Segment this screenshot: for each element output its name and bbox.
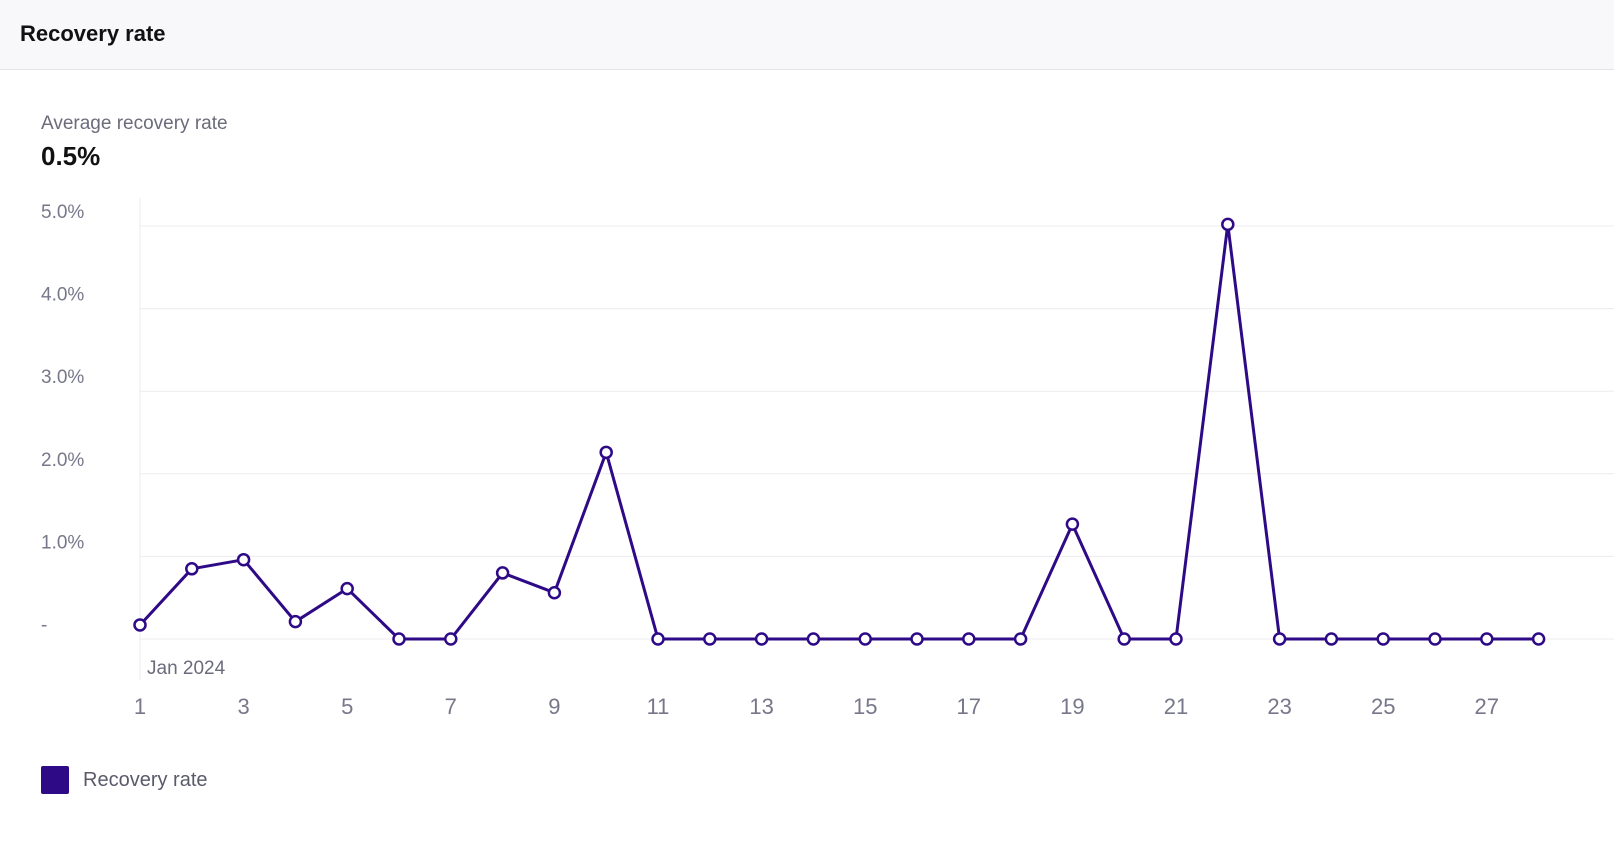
y-tick-label: -: [41, 615, 47, 636]
data-point: [495, 566, 510, 580]
data-point: [1117, 632, 1131, 646]
data-point: [1324, 632, 1339, 646]
x-tick-label: 19: [1060, 694, 1084, 719]
data-point: [1376, 632, 1390, 646]
data-point: [599, 445, 613, 460]
x-tick-label: 5: [341, 694, 353, 719]
x-tick-label: 13: [749, 694, 773, 719]
data-point: [185, 562, 199, 576]
data-point: [1169, 632, 1183, 646]
data-point: [1065, 517, 1080, 531]
period-label: Jan 2024: [147, 658, 226, 679]
legend-swatch: [41, 766, 69, 794]
data-point: [1428, 632, 1442, 646]
data-point: [547, 585, 562, 600]
data-point: [236, 552, 251, 567]
average-recovery-rate-value: 0.5%: [41, 141, 101, 171]
x-tick-label: 17: [957, 694, 981, 719]
x-tick-label: 1: [134, 694, 146, 719]
y-tick-label: 1.0%: [41, 532, 84, 553]
x-tick-label: 15: [853, 694, 877, 719]
chart-legend[interactable]: Recovery rate: [41, 765, 208, 795]
data-point: [858, 632, 872, 646]
series-line: [138, 222, 1539, 641]
x-tick-label: 25: [1371, 694, 1395, 719]
average-recovery-rate-label: Average recovery rate: [41, 113, 228, 134]
data-point: [910, 632, 924, 646]
card-header: Recovery rate: [0, 0, 1614, 70]
x-tick-label: 9: [548, 694, 560, 719]
y-tick-label: 5.0%: [41, 202, 84, 223]
x-tick-label: 21: [1164, 694, 1188, 719]
data-point: [806, 632, 821, 646]
y-tick-label: 3.0%: [41, 367, 84, 388]
y-tick-label: 2.0%: [41, 450, 84, 471]
data-point: [444, 632, 458, 646]
recovery-rate-line-chart: -1.0%2.0%3.0%4.0%5.0%1 3 5 7 9 11 13 15 17 19 21 23…: [41, 198, 1614, 719]
data-point: [1221, 217, 1235, 232]
data-point: [392, 632, 406, 646]
x-tick-label: 3: [237, 694, 249, 719]
x-tick-label: 11: [647, 694, 670, 719]
data-point: [651, 632, 665, 646]
data-point: [1272, 632, 1287, 646]
card-title: Recovery rate: [20, 21, 166, 46]
data-point: [288, 614, 303, 629]
x-tick-label: 23: [1267, 694, 1291, 719]
data-point: [703, 632, 717, 646]
y-tick-label: 4.0%: [41, 285, 84, 306]
x-tick-label: 7: [445, 694, 457, 719]
legend-label: Recovery rate: [83, 768, 208, 791]
data-point: [133, 618, 147, 632]
data-point: [754, 632, 769, 646]
x-tick-label: 27: [1475, 694, 1499, 719]
data-point: [1013, 632, 1028, 646]
data-point: [1480, 632, 1494, 646]
data-point: [1531, 632, 1546, 646]
data-point: [962, 632, 976, 646]
data-point: [340, 581, 354, 596]
